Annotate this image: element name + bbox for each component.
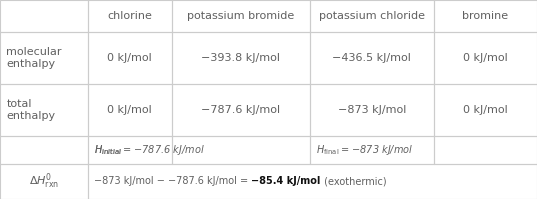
Bar [88,164,537,199]
Text: $H_\mathit{initial}$: $H_\mathit{initial}$ [94,143,122,157]
Bar [310,0,434,32]
Bar [88,84,172,136]
Text: −873 kJ/mol: −873 kJ/mol [338,105,406,115]
Text: 0 kJ/mol: 0 kJ/mol [107,53,152,63]
Bar [0,32,88,84]
Text: potassium bromide: potassium bromide [187,11,294,21]
Text: 0 kJ/mol: 0 kJ/mol [107,105,152,115]
Bar [0,84,88,136]
Bar [0,164,88,199]
Text: molecular
enthalpy: molecular enthalpy [6,47,62,69]
Text: total
enthalpy: total enthalpy [6,99,55,121]
Text: (exothermic): (exothermic) [321,176,386,186]
Bar [0,0,88,32]
Bar [434,84,537,136]
Text: −436.5 kJ/mol: −436.5 kJ/mol [332,53,411,63]
Bar [172,84,310,136]
Text: $H_{\rm final}$ = −873 kJ/mol: $H_{\rm final}$ = −873 kJ/mol [316,143,413,157]
Text: 0 kJ/mol: 0 kJ/mol [463,53,508,63]
Bar [434,32,537,84]
Bar [0,136,88,164]
Text: −393.8 kJ/mol: −393.8 kJ/mol [201,53,280,63]
Bar [88,136,172,164]
Bar [434,0,537,32]
Bar [310,32,434,84]
Text: bromine: bromine [462,11,509,21]
Text: chlorine: chlorine [107,11,152,21]
Bar [310,84,434,136]
Text: potassium chloride: potassium chloride [319,11,425,21]
Text: −787.6 kJ/mol: −787.6 kJ/mol [201,105,280,115]
Bar [172,0,310,32]
Text: −873 kJ/mol − −787.6 kJ/mol =: −873 kJ/mol − −787.6 kJ/mol = [94,176,251,186]
Bar [88,0,172,32]
Bar [172,32,310,84]
Bar [434,136,537,164]
Bar [172,136,310,164]
Text: $\Delta H^0_{\rm rxn}$: $\Delta H^0_{\rm rxn}$ [28,172,59,191]
Text: 0 kJ/mol: 0 kJ/mol [463,105,508,115]
Bar [88,32,172,84]
Text: −85.4 kJ/mol: −85.4 kJ/mol [251,176,321,186]
Text: $H_{\rm initial}$ = −787.6 kJ/mol: $H_{\rm initial}$ = −787.6 kJ/mol [94,143,205,157]
Bar [310,136,434,164]
